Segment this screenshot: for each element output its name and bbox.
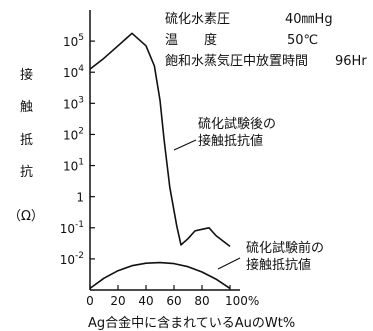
leader-line-after: [173, 139, 197, 151]
annotation-after-line1: 硫化試験後の: [198, 117, 277, 132]
y-tick-label: 101: [63, 158, 84, 174]
leader-line-before: [217, 257, 241, 270]
y-axis-unit: （Ω）: [8, 209, 44, 224]
condition-h2s-value: 40㎜Hg: [285, 12, 333, 27]
annotation-after-line2: 接触抵抗値: [198, 134, 264, 149]
y-tick-label: 103: [63, 95, 84, 111]
annotation-before-test: 硫化試験前の 接触抵抗値: [246, 240, 324, 274]
chart-axes: [89, 10, 240, 291]
x-tick-label: 100%: [225, 294, 259, 308]
y-tick-label: 10-2: [60, 251, 84, 267]
y-tick-label: 1: [76, 191, 84, 205]
y-tick-label: 104: [63, 64, 84, 80]
x-tick-label: 0: [86, 294, 94, 308]
x-tick-label: 20: [110, 294, 125, 308]
annotation-before-line2: 接触抵抗値: [246, 258, 312, 273]
y-axis-label-char: 接: [20, 68, 34, 83]
x-tick-label: 60: [166, 294, 181, 308]
y-ticks: 105 104 103 102 101 1 10-1 10-2: [60, 33, 95, 267]
y-tick-label: 105: [63, 33, 84, 49]
y-axis-label-char: 触: [20, 100, 34, 115]
x-tick-label: 80: [194, 294, 209, 308]
y-axis-label-char: 抗: [20, 165, 34, 180]
condition-temp-value: 50℃: [287, 33, 319, 48]
series-line-before-test: [89, 261, 231, 290]
annotation-after-test: 硫化試験後の 接触抵抗値: [198, 116, 276, 150]
x-axis-title: Ag合金中に含まれているAuのWt%: [88, 316, 296, 331]
x-tick-label: 40: [138, 294, 153, 308]
y-tick-label: 10-1: [60, 220, 84, 236]
condition-temp-label: 温 度: [165, 33, 218, 48]
annotation-leaders: [173, 139, 241, 270]
x-ticks: 0 20 40 60 80 100%: [86, 285, 259, 308]
annotation-before-line1: 硫化試験前の: [246, 241, 325, 256]
condition-time-value: 96Hr: [335, 54, 367, 69]
y-tick-label: 102: [63, 126, 84, 142]
condition-h2s-label: 硫化水素圧: [165, 12, 231, 27]
y-axis-label-char: 抵: [20, 133, 34, 148]
series-line-after-test: [89, 32, 231, 248]
series-layer: [89, 32, 231, 290]
condition-time-label: 飽和水蒸気圧中放置時間: [165, 54, 309, 69]
